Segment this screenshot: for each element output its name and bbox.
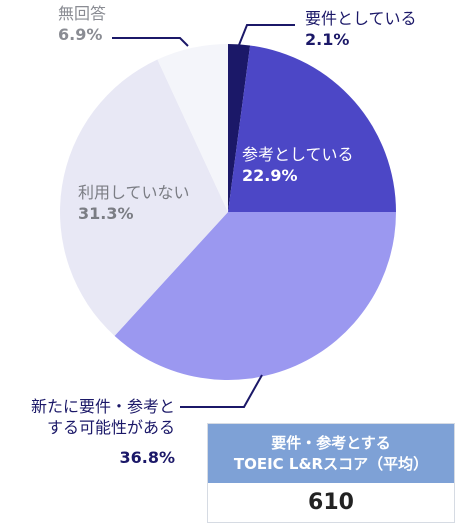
label-possible: 新たに要件・参考と する可能性がある 36.8% <box>31 397 175 468</box>
pie-slice-2 <box>114 212 397 381</box>
score-box: 要件・参考とする TOEIC L&Rスコア（平均） 610 <box>207 423 455 523</box>
score-box-title-line1: 要件・参考とする <box>271 434 391 453</box>
label-required-pct: 2.1% <box>305 29 350 49</box>
pie-slice-3 <box>59 59 228 336</box>
score-box-value: 610 <box>308 490 354 515</box>
leader-line-required <box>236 24 295 51</box>
label-reference-name: 参考としている <box>242 145 354 164</box>
label-possible-name-line1: 新たに要件・参考と <box>30 397 175 416</box>
label-required: 要件としている 2.1% <box>305 9 417 51</box>
pie-slice-1 <box>228 45 396 213</box>
label-no-answer: 無回答 6.9% <box>58 4 106 46</box>
label-possible-pct: 36.8% <box>119 447 175 467</box>
score-box-header: 要件・参考とする TOEIC L&Rスコア（平均） <box>208 424 454 483</box>
label-not-used-name: 利用していない <box>78 183 190 202</box>
label-not-used-pct: 31.3% <box>78 203 134 223</box>
leader-line-no-answer <box>112 37 189 47</box>
leader-line-possible <box>180 374 263 408</box>
score-box-title-line2: TOEIC L&Rスコア（平均） <box>233 454 429 473</box>
label-no-answer-name: 無回答 <box>58 4 107 23</box>
pie-slice-4 <box>157 44 228 212</box>
label-reference: 参考としている 22.9% <box>242 145 354 187</box>
label-reference-pct: 22.9% <box>242 165 298 185</box>
pie-slice-0 <box>228 44 251 212</box>
label-possible-name-line2: する可能性がある <box>46 417 175 437</box>
label-no-answer-pct: 6.9% <box>58 24 103 44</box>
label-required-name: 要件としている <box>305 9 417 28</box>
label-not-used: 利用していない 31.3% <box>78 183 190 225</box>
